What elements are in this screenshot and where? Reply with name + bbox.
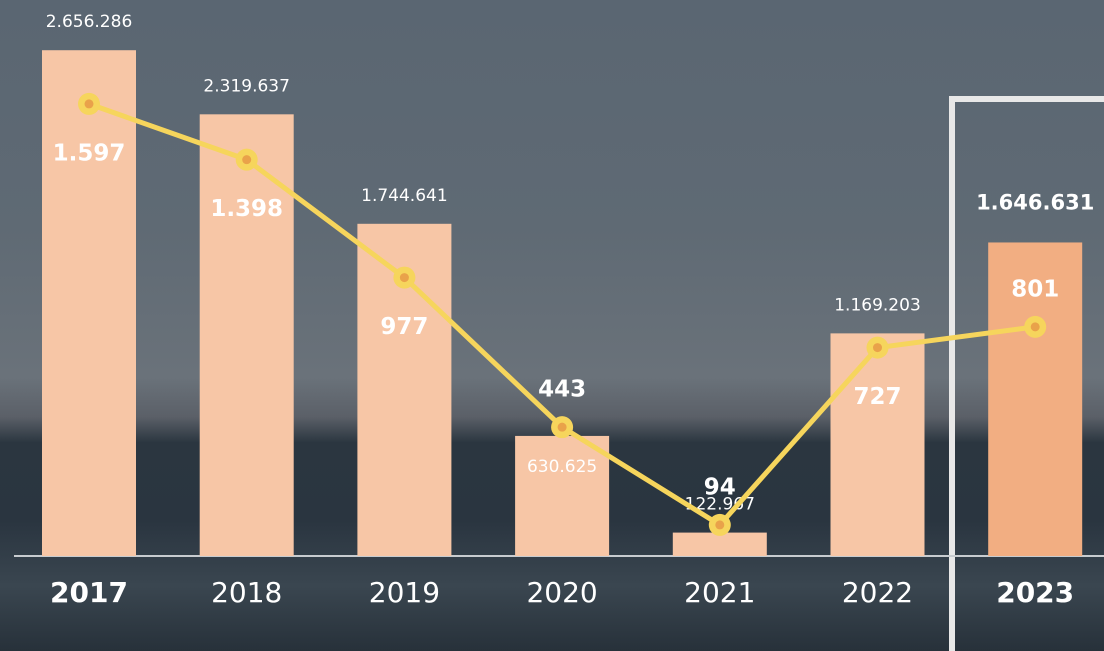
highlight-frame <box>949 96 1104 651</box>
line-value-label: 443 <box>538 377 586 403</box>
line-value-label: 1.597 <box>53 140 126 166</box>
line-point-hole <box>242 155 252 165</box>
bar-value-label: 1.169.203 <box>834 295 921 315</box>
bar <box>515 435 610 556</box>
bar <box>42 50 136 556</box>
line-point-hole <box>873 343 882 353</box>
line-value-label: 94 <box>704 474 736 500</box>
line-value-label: 727 <box>853 384 901 410</box>
line-point-hole <box>715 520 725 530</box>
bar-value-label: 1.744.641 <box>361 186 448 206</box>
x-tick-label: 2022 <box>842 576 913 609</box>
bar <box>988 242 1083 556</box>
bar-value-label: 122.967 <box>685 495 755 515</box>
bar <box>830 333 925 556</box>
x-tick-label: 2023 <box>996 576 1074 609</box>
bar-value-label: 2.319.637 <box>203 76 290 96</box>
x-tick-label: 2019 <box>369 576 440 609</box>
x-tick-label: 2021 <box>684 576 755 609</box>
line-point-hole <box>557 422 567 432</box>
x-tick-label: 2017 <box>50 576 128 609</box>
line-value-label: 1.398 <box>210 196 283 222</box>
line-point-hole <box>84 99 94 109</box>
bar-value-label: 1.646.631 <box>976 190 1094 214</box>
line-point-hole <box>1030 322 1040 332</box>
x-tick-label: 2018 <box>211 576 282 609</box>
line-value-label: 977 <box>380 314 428 340</box>
x-tick-label: 2020 <box>526 576 597 609</box>
bar <box>672 532 767 556</box>
line-point-hole <box>399 273 409 283</box>
bar-value-label: 630.625 <box>527 457 597 477</box>
bar <box>199 114 294 556</box>
line-value-label: 801 <box>1011 276 1059 302</box>
bar-value-label: 2.656.286 <box>46 12 133 32</box>
